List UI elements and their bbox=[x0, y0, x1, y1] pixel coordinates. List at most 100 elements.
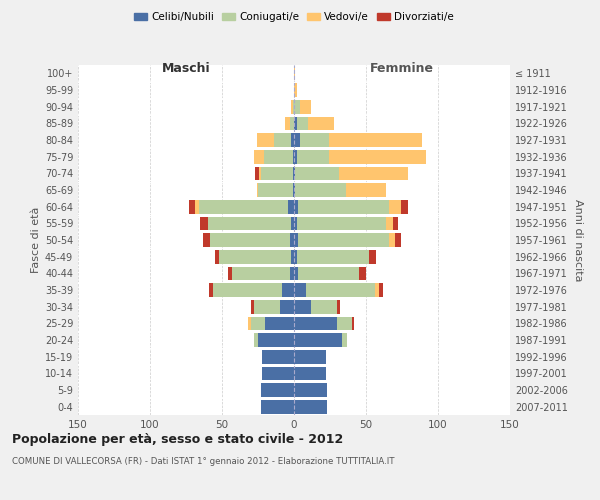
Bar bbox=[295, 183, 346, 197]
Bar bbox=[283, 283, 294, 297]
Bar bbox=[341, 333, 347, 347]
Bar bbox=[294, 333, 341, 347]
Bar bbox=[294, 300, 311, 314]
Bar bbox=[203, 233, 211, 247]
Bar bbox=[294, 133, 300, 147]
Bar bbox=[265, 316, 294, 330]
Bar bbox=[261, 166, 293, 180]
Bar bbox=[294, 200, 298, 213]
Bar bbox=[329, 133, 422, 147]
Bar bbox=[386, 216, 394, 230]
Bar bbox=[294, 316, 337, 330]
Bar bbox=[251, 316, 265, 330]
Bar bbox=[274, 133, 291, 147]
Text: Maschi: Maschi bbox=[161, 62, 211, 74]
Bar bbox=[295, 166, 338, 180]
Bar bbox=[294, 233, 298, 247]
Bar bbox=[294, 266, 298, 280]
Bar bbox=[194, 200, 199, 213]
Bar bbox=[298, 200, 389, 213]
Bar bbox=[352, 316, 355, 330]
Bar bbox=[294, 150, 297, 164]
Bar bbox=[215, 250, 219, 264]
Bar bbox=[337, 300, 340, 314]
Bar bbox=[200, 216, 208, 230]
Bar bbox=[389, 233, 395, 247]
Bar bbox=[300, 100, 311, 114]
Bar bbox=[359, 266, 366, 280]
Bar bbox=[293, 183, 294, 197]
Bar bbox=[219, 250, 291, 264]
Bar bbox=[228, 266, 232, 280]
Bar bbox=[290, 233, 294, 247]
Bar bbox=[232, 266, 290, 280]
Bar bbox=[199, 200, 288, 213]
Bar bbox=[394, 216, 398, 230]
Bar bbox=[291, 100, 293, 114]
Y-axis label: Fasce di età: Fasce di età bbox=[31, 207, 41, 273]
Bar bbox=[305, 283, 374, 297]
Bar bbox=[254, 300, 280, 314]
Bar bbox=[297, 150, 329, 164]
Text: Popolazione per età, sesso e stato civile - 2012: Popolazione per età, sesso e stato civil… bbox=[12, 432, 343, 446]
Bar bbox=[209, 283, 214, 297]
Y-axis label: Anni di nascita: Anni di nascita bbox=[573, 198, 583, 281]
Bar bbox=[294, 350, 326, 364]
Bar bbox=[338, 166, 408, 180]
Legend: Celibi/Nubili, Coniugati/e, Vedovi/e, Divorziati/e: Celibi/Nubili, Coniugati/e, Vedovi/e, Di… bbox=[130, 8, 458, 26]
Bar bbox=[337, 316, 352, 330]
Bar bbox=[294, 250, 297, 264]
Bar bbox=[290, 266, 294, 280]
Bar bbox=[294, 116, 297, 130]
Bar bbox=[214, 283, 283, 297]
Bar bbox=[262, 366, 294, 380]
Bar bbox=[308, 116, 334, 130]
Text: Femmine: Femmine bbox=[370, 62, 434, 74]
Bar bbox=[297, 216, 386, 230]
Bar bbox=[254, 333, 258, 347]
Bar bbox=[293, 100, 294, 114]
Bar bbox=[294, 83, 297, 97]
Bar bbox=[346, 183, 386, 197]
Bar bbox=[395, 233, 401, 247]
Bar bbox=[280, 300, 294, 314]
Bar bbox=[294, 283, 305, 297]
Bar bbox=[257, 183, 258, 197]
Bar bbox=[389, 200, 401, 213]
Bar bbox=[257, 133, 274, 147]
Bar bbox=[291, 250, 294, 264]
Bar bbox=[251, 300, 254, 314]
Bar bbox=[379, 283, 383, 297]
Bar bbox=[258, 183, 293, 197]
Bar bbox=[298, 233, 389, 247]
Bar bbox=[254, 150, 264, 164]
Bar bbox=[297, 250, 369, 264]
Bar bbox=[294, 166, 295, 180]
Bar bbox=[264, 150, 293, 164]
Bar bbox=[261, 383, 294, 397]
Text: COMUNE DI VALLECORSA (FR) - Dati ISTAT 1° gennaio 2012 - Elaborazione TUTTITALIA: COMUNE DI VALLECORSA (FR) - Dati ISTAT 1… bbox=[12, 457, 395, 466]
Bar bbox=[262, 350, 294, 364]
Bar bbox=[401, 200, 408, 213]
Bar bbox=[300, 133, 329, 147]
Bar bbox=[286, 116, 290, 130]
Bar bbox=[258, 333, 294, 347]
Bar bbox=[261, 400, 294, 413]
Bar bbox=[294, 400, 327, 413]
Bar bbox=[259, 166, 261, 180]
Bar bbox=[208, 216, 291, 230]
Bar bbox=[297, 116, 308, 130]
Bar bbox=[290, 116, 294, 130]
Bar bbox=[288, 200, 294, 213]
Bar bbox=[374, 283, 379, 297]
Bar bbox=[294, 183, 295, 197]
Bar bbox=[294, 366, 326, 380]
Bar bbox=[311, 300, 337, 314]
Bar bbox=[248, 316, 251, 330]
Bar bbox=[291, 133, 294, 147]
Bar bbox=[294, 383, 327, 397]
Bar bbox=[369, 250, 376, 264]
Bar bbox=[294, 216, 297, 230]
Bar bbox=[293, 150, 294, 164]
Bar bbox=[189, 200, 194, 213]
